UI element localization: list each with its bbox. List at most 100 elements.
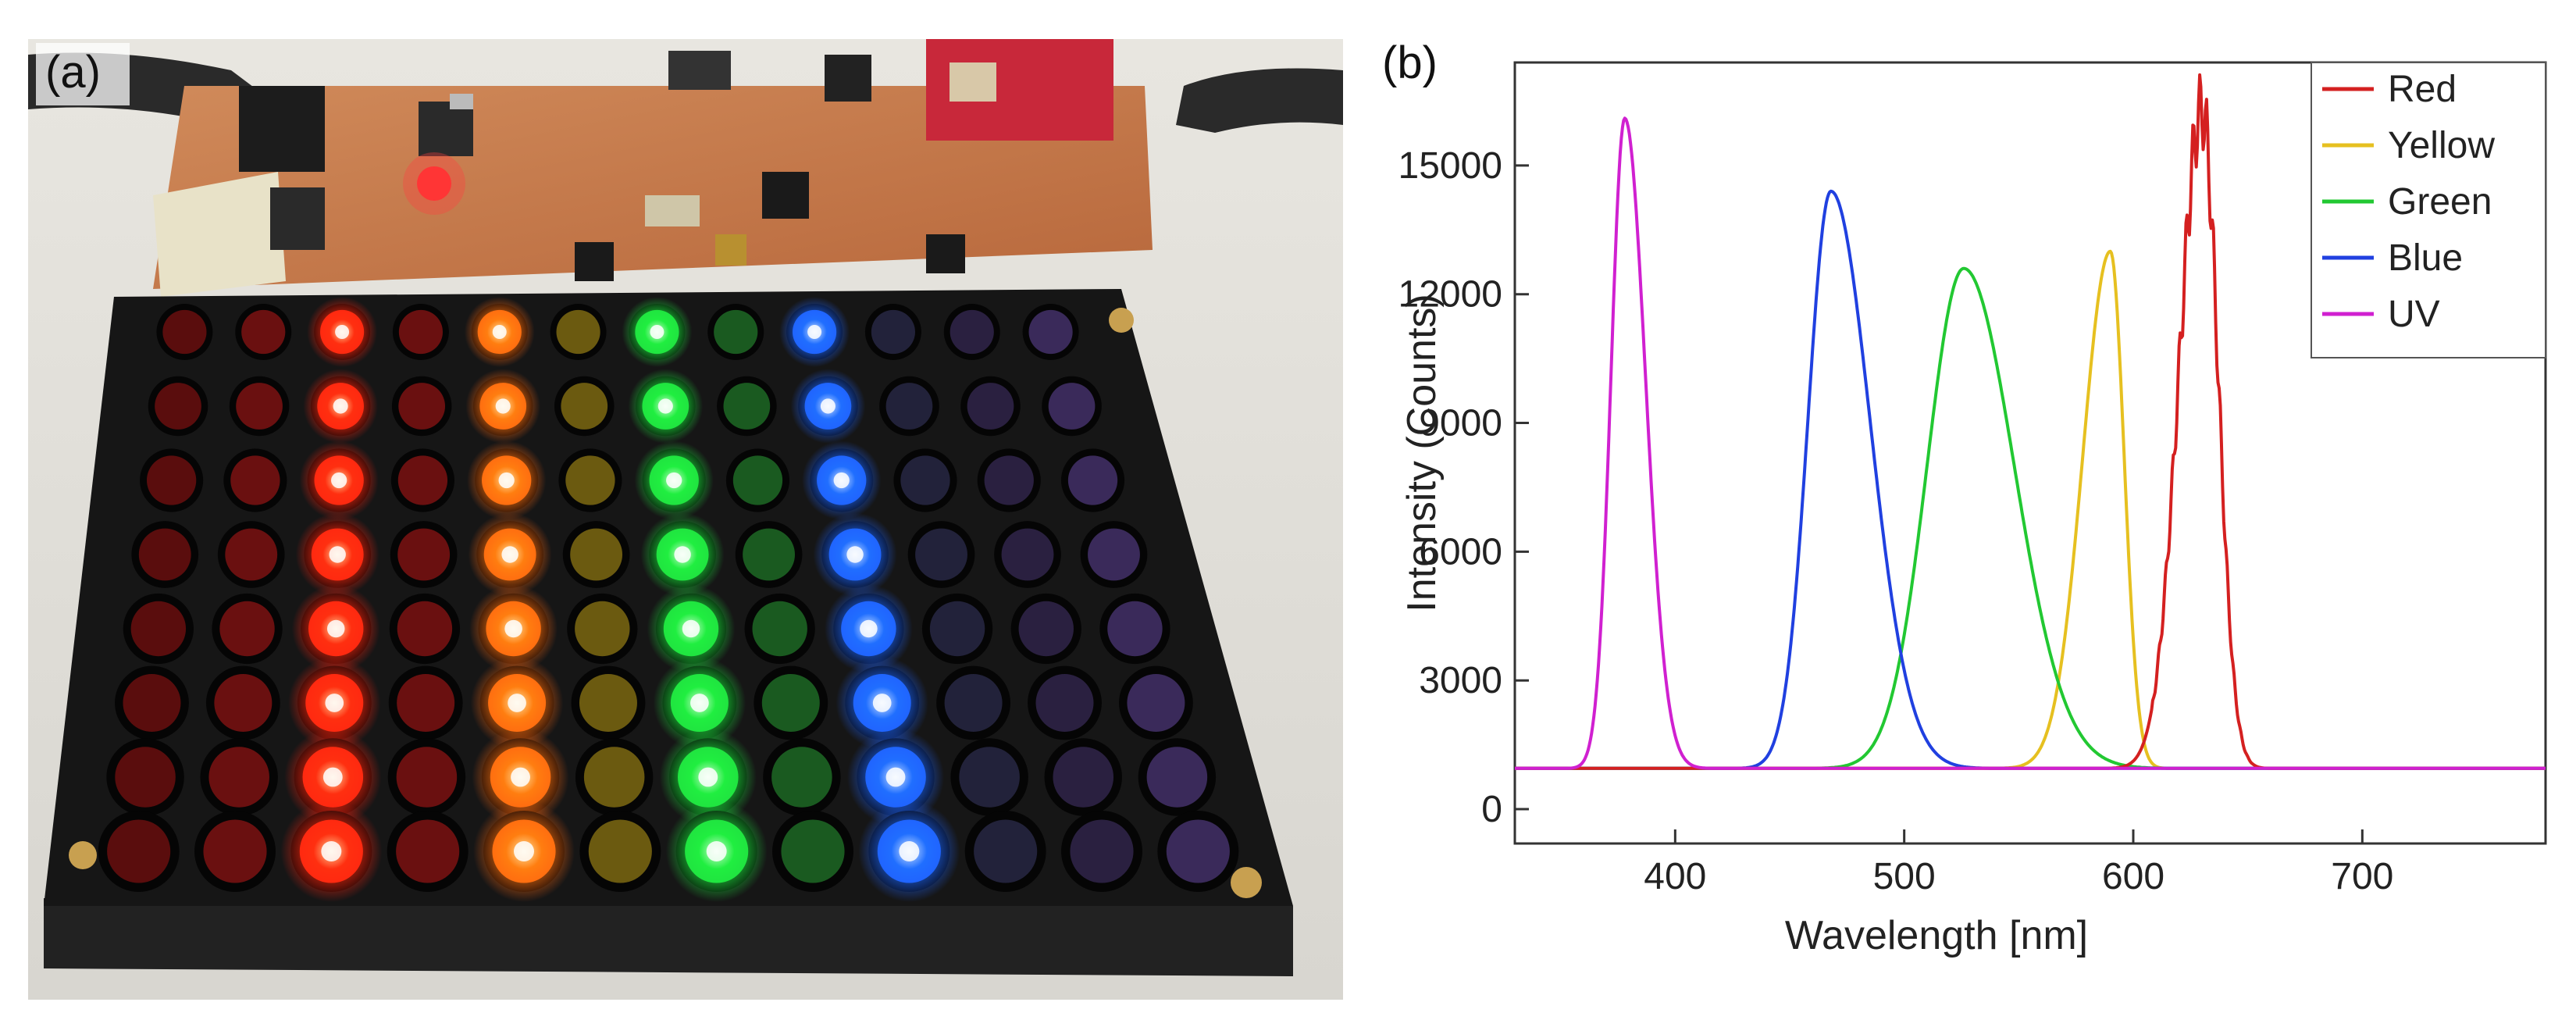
led-core (666, 472, 682, 489)
well-light (1166, 819, 1230, 883)
well-light (570, 528, 623, 581)
led-core (495, 398, 511, 414)
well-light (203, 819, 267, 883)
well-light (974, 819, 1038, 883)
led-core (514, 841, 534, 861)
well-light (561, 383, 608, 430)
led-core (690, 694, 709, 712)
led-core (650, 325, 664, 339)
well-light (396, 819, 460, 883)
crystal (645, 195, 700, 226)
led-core (501, 546, 518, 563)
x-tick-label: 700 (2331, 856, 2393, 897)
well-light (225, 528, 278, 581)
well-light (871, 309, 915, 355)
regulator-2 (270, 187, 325, 250)
ic-chip (762, 172, 809, 219)
led-core (698, 767, 718, 787)
well-light (123, 674, 181, 732)
well-light (1028, 309, 1073, 355)
well-light (219, 601, 275, 657)
well-light (230, 455, 280, 505)
spectra-chart: 400 500 600 700 0 3000 6000 9000 12000 15000 Red… (1382, 37, 2547, 958)
well-light (761, 674, 820, 732)
led-core (325, 694, 344, 712)
led-core (333, 398, 348, 414)
y-tick-label: 0 (1481, 789, 1502, 830)
well-light (397, 674, 455, 732)
well-light (556, 309, 600, 355)
well-light (1048, 383, 1096, 430)
screw-top-right (1109, 308, 1134, 333)
well-light (583, 747, 645, 808)
panel-a-label: (a) (45, 47, 101, 98)
well-light (1088, 528, 1140, 581)
led-core (899, 841, 920, 861)
led-core (846, 546, 864, 563)
well-light (900, 455, 950, 505)
led-core (335, 325, 350, 339)
status-led-glow (403, 152, 465, 215)
led-core (321, 841, 342, 861)
led-core (331, 472, 347, 489)
legend: Red Yellow Green Blue UV (2311, 62, 2546, 358)
pin-header (668, 51, 731, 90)
well-light (565, 455, 615, 505)
y-tick-label: 12000 (1398, 274, 1502, 316)
led-core (885, 767, 906, 787)
well-light (575, 601, 630, 657)
y-tick-label: 3000 (1419, 660, 1502, 701)
well-light (138, 528, 191, 581)
led-core (492, 325, 507, 339)
breakout-chip (950, 62, 996, 102)
well-grid (98, 297, 1239, 902)
led-core (329, 546, 346, 563)
well-light (241, 309, 286, 355)
led-core (872, 694, 892, 712)
led-core (807, 325, 822, 339)
led-core (657, 398, 673, 414)
well-light (1146, 747, 1208, 808)
dc-jack (239, 86, 325, 172)
well-light (1127, 674, 1185, 732)
screw-bottom-right (1231, 867, 1262, 898)
plate-base (44, 898, 1293, 976)
led-core (860, 619, 878, 638)
well-light (723, 383, 771, 430)
well-light (984, 455, 1034, 505)
panel-b-label: (b) (1382, 37, 1438, 88)
legend-box (2311, 62, 2546, 358)
led-core (682, 619, 700, 638)
well-light (781, 819, 845, 883)
well-light (1067, 455, 1118, 505)
well-light (950, 309, 994, 355)
well-light (732, 455, 783, 505)
pcb-board (153, 86, 1153, 289)
led-core (508, 694, 526, 712)
device-photo: (a) (28, 39, 1343, 1000)
x-tick-label: 500 (1873, 856, 1936, 897)
panel-a-label-bg (36, 43, 130, 105)
transistor-1 (575, 242, 614, 281)
well-light (944, 674, 1003, 732)
inductor (715, 234, 746, 266)
legend-label: Yellow (2388, 125, 2495, 166)
well-light (714, 309, 758, 355)
well-light (397, 601, 453, 657)
led-core (706, 841, 727, 861)
led-core (511, 767, 530, 787)
well-light (208, 747, 269, 808)
voltage-regulator (419, 102, 473, 156)
push-button (825, 55, 871, 102)
well-light (1001, 528, 1054, 581)
led-core (674, 546, 691, 563)
led-core (833, 472, 850, 489)
series-line-uv (1514, 116, 2546, 770)
usb-cable (1176, 68, 1343, 133)
series-lines (1514, 73, 2546, 770)
led-core (326, 619, 345, 638)
legend-label: UV (2388, 294, 2440, 335)
y-tick-label: 9000 (1419, 403, 1502, 444)
well-light (1035, 674, 1094, 732)
y-axis: 0 3000 6000 9000 12000 15000 (1398, 145, 1529, 830)
